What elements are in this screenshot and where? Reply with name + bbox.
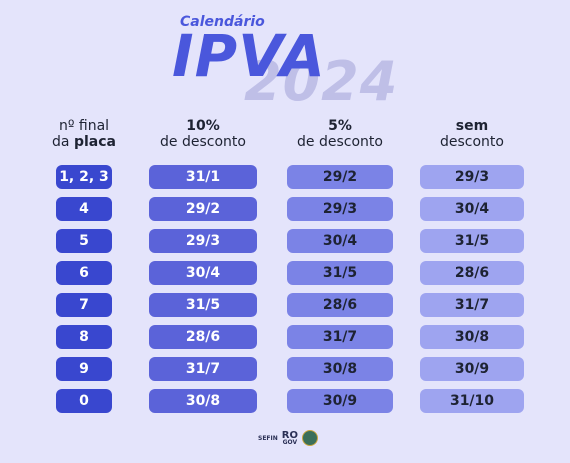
d5-cell: 30/8 xyxy=(287,357,393,381)
sem-cell: 30/8 xyxy=(420,325,524,349)
footer-logo: SEFIN RO GOV xyxy=(258,430,318,446)
header-sem-line1: sem xyxy=(455,118,489,134)
header-5pct-line2: de desconto xyxy=(297,134,383,150)
d10-cell: 30/4 xyxy=(149,261,257,285)
ro-gov-block: RO GOV xyxy=(281,429,298,446)
d10-cell: 31/5 xyxy=(149,293,257,317)
title-main: IPVA xyxy=(172,22,326,90)
sem-cell: 30/9 xyxy=(420,357,524,381)
header-10pct-line2: de desconto xyxy=(160,134,246,150)
title-block: 2024 Calendário IPVA xyxy=(0,0,570,110)
sem-cell: 31/5 xyxy=(420,229,524,253)
header-5pct: 5% de desconto xyxy=(280,118,400,150)
d5-cell: 31/5 xyxy=(287,261,393,285)
sem-cell: 30/4 xyxy=(420,197,524,221)
header-placa: nº final da placa xyxy=(48,118,120,150)
placa-cell: 7 xyxy=(56,293,112,317)
d5-cell: 30/9 xyxy=(287,389,393,413)
d5-cell: 31/7 xyxy=(287,325,393,349)
d10-cell: 29/2 xyxy=(149,197,257,221)
d10-cell: 31/7 xyxy=(149,357,257,381)
placa-cell: 8 xyxy=(56,325,112,349)
header-placa-bold: placa xyxy=(73,134,116,150)
header-sem-line2: desconto xyxy=(440,134,504,150)
title-subtitle: Calendário xyxy=(180,14,265,30)
title-year: 2024 xyxy=(244,50,399,113)
placa-cell: 9 xyxy=(56,357,112,381)
header-10pct-line1: 10% xyxy=(186,118,220,134)
placa-cell: 4 xyxy=(56,197,112,221)
d5-cell: 28/6 xyxy=(287,293,393,317)
state-seal-icon xyxy=(301,430,318,446)
placa-cell: 5 xyxy=(56,229,112,253)
placa-cell: 1, 2, 3 xyxy=(56,165,112,189)
d5-cell: 29/2 xyxy=(287,165,393,189)
d10-cell: 28/6 xyxy=(149,325,257,349)
sem-cell: 28/6 xyxy=(420,261,524,285)
sem-cell: 29/3 xyxy=(420,165,524,189)
header-placa-line2: da placa xyxy=(48,134,120,150)
header-placa-line1: nº final xyxy=(58,118,110,134)
d10-cell: 31/1 xyxy=(149,165,257,189)
sem-cell: 31/7 xyxy=(420,293,524,317)
d10-cell: 30/8 xyxy=(149,389,257,413)
placa-cell: 6 xyxy=(56,261,112,285)
header-sem: sem desconto xyxy=(412,118,532,150)
d5-cell: 29/3 xyxy=(287,197,393,221)
placa-cell: 0 xyxy=(56,389,112,413)
d10-cell: 29/3 xyxy=(149,229,257,253)
header-5pct-line1: 5% xyxy=(328,118,352,134)
gov-label: GOV xyxy=(282,438,298,446)
sefin-label: SEFIN xyxy=(258,434,278,442)
header-placa-prefix: da xyxy=(52,134,74,150)
header-10pct: 10% de desconto xyxy=(143,118,263,150)
sem-cell: 31/10 xyxy=(420,389,524,413)
ro-label: RO xyxy=(281,429,298,441)
d5-cell: 30/4 xyxy=(287,229,393,253)
